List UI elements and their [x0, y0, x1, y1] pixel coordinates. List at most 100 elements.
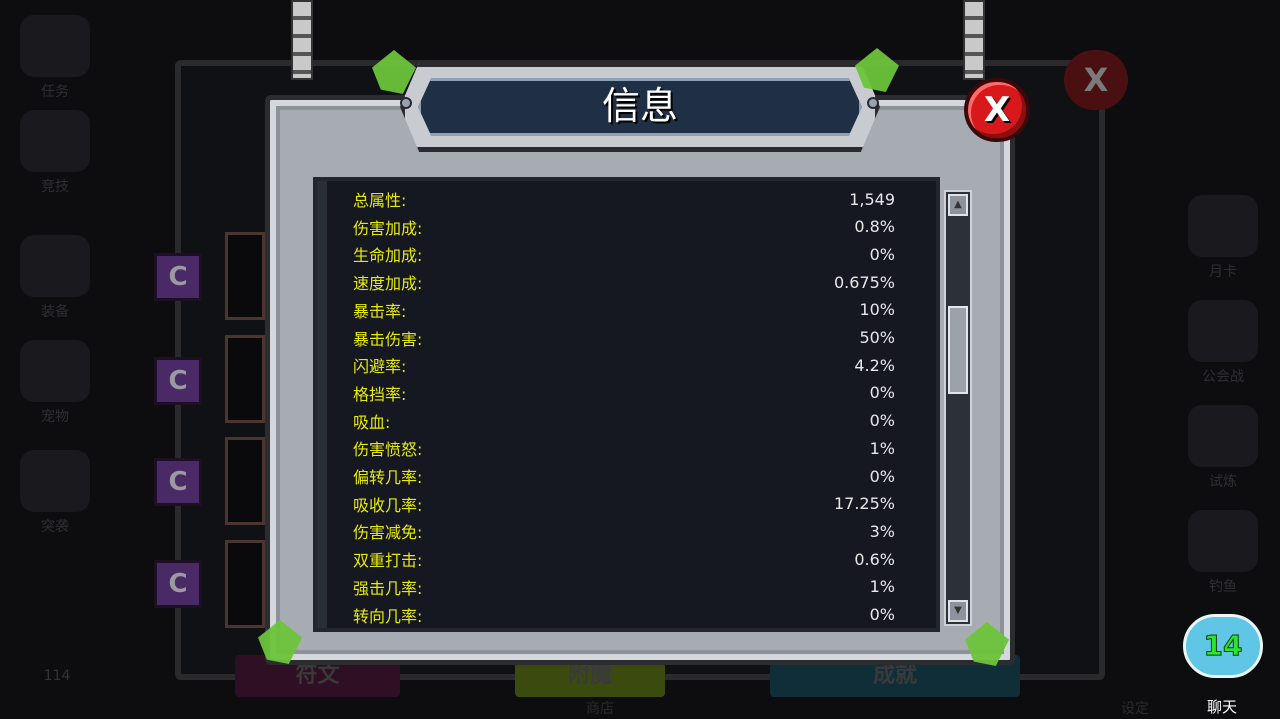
stat-label: 伤害加成: — [353, 218, 423, 238]
stat-label: 闪避率: — [353, 357, 407, 377]
stat-value: 0.6% — [854, 549, 895, 569]
settings-label[interactable]: 设定 — [1121, 701, 1149, 717]
pet-icon — [20, 340, 90, 402]
trial-icon — [1188, 405, 1258, 467]
menu-fishing[interactable]: 钓鱼 — [1178, 510, 1268, 596]
stat-value: 0% — [869, 466, 895, 486]
stat-label: 双重打击: — [353, 551, 423, 571]
crown-icon — [1188, 195, 1258, 257]
menu-label: 试炼 — [1209, 474, 1237, 490]
stat-value: 1% — [869, 577, 895, 597]
hero-slot[interactable] — [225, 437, 265, 525]
stat-row: 暴击率: 10% — [353, 297, 895, 323]
stat-row: 速度加成: 0.675% — [353, 269, 895, 295]
menu-quest[interactable]: 任务 — [10, 15, 100, 101]
chat-label: 聊天 — [1206, 698, 1237, 716]
stat-row: 转向几率: 0% — [353, 602, 895, 628]
stat-label: 吸收几率: — [353, 495, 423, 515]
stat-value: 1,549 — [849, 189, 895, 209]
hero-button[interactable]: C — [154, 357, 202, 405]
scrollbar-thumb[interactable] — [948, 305, 968, 394]
menu-monthly-card[interactable]: 月卡 — [1178, 195, 1268, 281]
stat-value: 17.25% — [833, 494, 895, 514]
equipment-icon — [20, 235, 90, 297]
stat-label: 速度加成: — [353, 274, 423, 294]
stat-label: 吸血: — [353, 412, 391, 432]
hero-slot[interactable] — [225, 335, 265, 423]
stat-label: 总属性: — [353, 191, 407, 210]
stat-label: 伤害愤怒: — [353, 440, 423, 460]
dialog-title: 信息 — [418, 78, 862, 136]
stat-row: 生命加成: 0% — [353, 241, 895, 267]
fishing-icon — [1188, 510, 1258, 572]
menu-pet[interactable]: 宠物 — [10, 340, 100, 426]
menu-label: 月卡 — [1209, 264, 1237, 280]
stat-value: 10% — [859, 300, 895, 320]
stat-row: 伤害减免: 3% — [353, 518, 895, 544]
menu-arena[interactable]: 竞技 — [10, 110, 100, 196]
rivet — [400, 97, 412, 109]
stat-row: 总属性: 1,549 — [353, 186, 895, 212]
background-close-button[interactable]: X — [1064, 50, 1128, 110]
stat-row: 吸血: 0% — [353, 408, 895, 434]
stat-value: 0.675% — [833, 272, 895, 292]
close-button[interactable]: X — [964, 78, 1030, 142]
stat-row: 暴击伤害: 50% — [353, 325, 895, 351]
menu-label: 任务 — [41, 84, 69, 100]
stat-value: 0.8% — [854, 217, 895, 237]
hero-button[interactable]: C — [154, 560, 202, 608]
chain-left — [291, 0, 313, 80]
level-badge: 114 — [43, 668, 71, 684]
hero-button[interactable]: C — [154, 253, 202, 301]
stat-row: 强击几率: 1% — [353, 574, 895, 600]
stats-list[interactable] — [313, 177, 940, 632]
crystal-icon — [20, 450, 90, 512]
scrollbar[interactable]: ▲ ▼ — [944, 190, 972, 626]
menu-equipment[interactable]: 装备 — [10, 235, 100, 321]
stat-row: 双重打击: 0.6% — [353, 546, 895, 572]
stat-label: 偏转几率: — [353, 468, 423, 487]
stat-row: 闪避率: 4.2% — [353, 352, 895, 378]
stat-row: 伤害加成: 0.8% — [353, 214, 895, 240]
rivet — [867, 97, 879, 109]
menu-label: 钓鱼 — [1209, 579, 1237, 595]
menu-label: 装备 — [41, 304, 69, 320]
stat-row: 偏转几率: 0% — [353, 463, 895, 489]
scroll-down-icon[interactable]: ▼ — [948, 600, 968, 622]
swords-icon — [20, 110, 90, 172]
menu-label: 公会战 — [1202, 369, 1244, 385]
stat-value: 0% — [869, 383, 895, 403]
stat-value: 4.2% — [854, 355, 895, 375]
stat-value: 0% — [869, 605, 895, 624]
stat-row: 吸收几率: 17.25% — [353, 491, 895, 517]
stat-value: 0% — [869, 411, 895, 431]
chain-right — [963, 0, 985, 80]
menu-label: 突袭 — [41, 519, 69, 535]
scroll-up-icon[interactable]: ▲ — [948, 194, 968, 216]
hero-slot[interactable] — [225, 232, 265, 320]
stat-value: 1% — [869, 438, 895, 458]
menu-guild-war[interactable]: 公会战 — [1178, 300, 1268, 386]
menu-raid[interactable]: 突袭 — [10, 450, 100, 536]
chat-button[interactable]: 14 — [1183, 614, 1263, 678]
stat-label: 暴击率: — [353, 301, 407, 321]
menu-label: 竞技 — [41, 179, 69, 195]
stat-label: 强击几率: — [353, 578, 423, 598]
stat-label: 转向几率: — [353, 606, 423, 626]
guild-war-icon — [1188, 300, 1258, 362]
menu-label: 宠物 — [41, 409, 69, 425]
stat-value: 0% — [869, 244, 895, 264]
stat-row: 格挡率: 0% — [353, 380, 895, 406]
stat-row: 伤害愤怒: 1% — [353, 435, 895, 461]
quest-icon — [20, 15, 90, 77]
shop-label[interactable]: 商店 — [586, 701, 614, 717]
menu-trial[interactable]: 试炼 — [1178, 405, 1268, 491]
hero-button[interactable]: C — [154, 458, 202, 506]
stat-label: 格挡率: — [353, 384, 407, 404]
stat-value: 3% — [869, 521, 895, 541]
stat-label: 暴击伤害: — [353, 329, 423, 349]
stat-label: 伤害减免: — [353, 523, 423, 543]
stat-label: 生命加成: — [353, 246, 423, 266]
hero-slot[interactable] — [225, 540, 265, 628]
stat-value: 50% — [859, 328, 895, 347]
